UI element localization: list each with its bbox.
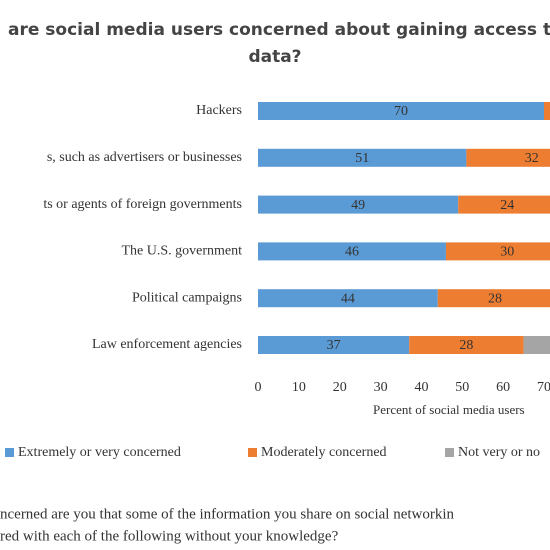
y-tick-label: The U.S. government	[121, 244, 242, 259]
y-tick-label: s, such as advertisers or businesses	[47, 150, 242, 165]
y-tick-label: Hackers	[196, 103, 242, 118]
x-tick-label: 50	[455, 380, 469, 395]
bar-segment	[523, 336, 550, 354]
data-label: 70	[394, 104, 408, 119]
chart-title: data?	[248, 47, 301, 67]
legend-swatch	[445, 448, 454, 457]
x-tick-label: 60	[496, 380, 510, 395]
data-label: 49	[351, 198, 365, 213]
note: red with each of the following without y…	[0, 528, 339, 544]
x-tick-label: 40	[414, 380, 428, 395]
legend-swatch	[248, 448, 257, 457]
legend-label: Moderately concerned	[261, 445, 387, 460]
data-label: 44	[341, 291, 355, 306]
bar-segment	[445, 242, 550, 261]
bar-segment	[258, 242, 446, 261]
x-tick-label: 10	[292, 380, 306, 395]
y-tick-label: ts or agents of foreign governments	[43, 197, 242, 212]
bar-segment	[458, 195, 550, 214]
x-tick-label: 30	[374, 380, 388, 395]
bar-segment	[409, 336, 524, 354]
bar-segment	[437, 289, 550, 308]
legend-label: Extremely or very concerned	[18, 445, 181, 460]
bar-segment	[258, 336, 410, 354]
chart-title: are social media users concerned about g…	[8, 20, 550, 40]
y-tick-label: Law enforcement agencies	[92, 337, 242, 352]
x-axis-label: Percent of social media users	[373, 402, 525, 417]
note: ncerned are you that some of the informa…	[0, 506, 455, 522]
data-label: 30	[500, 245, 514, 260]
y-tick-label: Political campaigns	[132, 290, 242, 305]
bar-segment	[544, 102, 550, 120]
x-tick-label: 0	[255, 380, 262, 395]
data-label: 32	[525, 151, 539, 166]
x-tick-label: 70	[537, 380, 550, 395]
bar-segment	[258, 195, 459, 214]
data-label: 37	[327, 338, 341, 353]
legend-swatch	[5, 448, 14, 457]
data-label: 51	[355, 151, 369, 166]
bar-segment	[466, 148, 550, 167]
bar-segment	[258, 148, 467, 167]
x-tick-label: 20	[333, 380, 347, 395]
bar-segment	[258, 102, 545, 120]
legend-label: Not very or no	[458, 445, 540, 460]
data-label: 28	[488, 291, 502, 306]
data-label: 46	[345, 245, 359, 260]
data-label: 24	[500, 198, 514, 213]
bar-segment	[258, 289, 438, 308]
data-label: 28	[459, 338, 473, 353]
